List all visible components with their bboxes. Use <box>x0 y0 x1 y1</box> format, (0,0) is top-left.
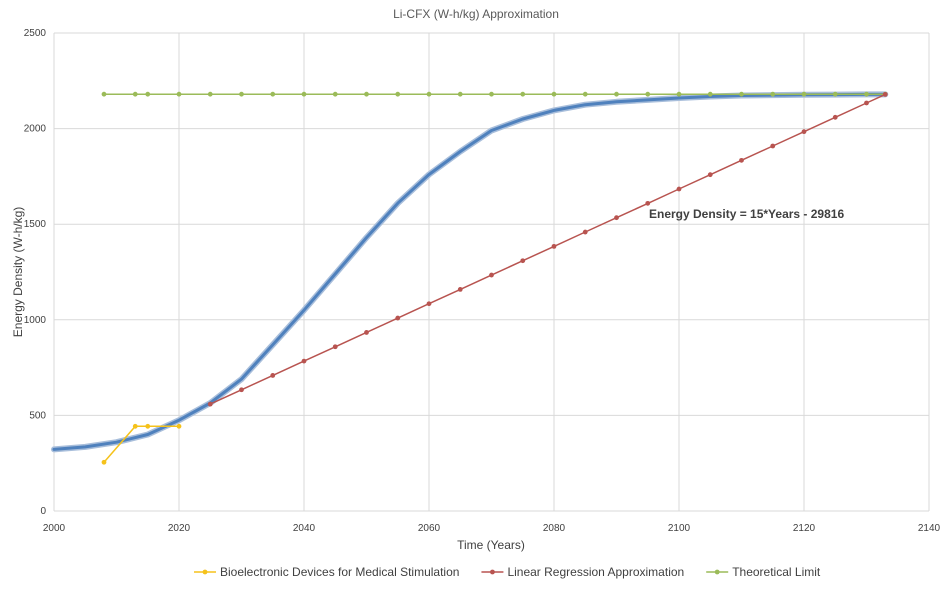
series-2-point-10 <box>395 91 401 97</box>
series-1-line <box>209 93 886 405</box>
series-1-point-21 <box>864 100 869 106</box>
legend-label-1: Linear Regression Approximation <box>507 565 684 579</box>
legend-item-0: Bioelectronic Devices for Medical Stimul… <box>194 565 459 579</box>
series-0-point-2 <box>145 423 151 429</box>
series-1-point-2 <box>270 373 276 378</box>
series-2-point-7 <box>301 91 307 97</box>
y-axis-title: Energy Density (W-h/kg) <box>11 207 25 337</box>
series-2-point-18 <box>645 91 651 97</box>
series-1-point-12 <box>582 229 588 235</box>
series-1-point-16 <box>707 172 713 178</box>
tick-labels: 0 500 1000 1500 2000 2500 2000 2020 2040 2060 2080… <box>24 28 941 534</box>
series-2-point-0 <box>101 91 107 97</box>
y-tick-label-1: 500 <box>29 410 46 421</box>
series-2-point-8 <box>332 91 338 97</box>
legend-item-2: Theoretical Limit <box>706 565 821 579</box>
series-2-point-19 <box>676 91 682 97</box>
x-axis-title: Time (Years) <box>457 538 525 552</box>
y-tick-label-4: 2000 <box>24 124 47 135</box>
series-2-point-25 <box>864 91 869 97</box>
y-tick-label-0: 0 <box>40 506 46 517</box>
series-0-line <box>103 425 179 463</box>
series-1-point-18 <box>770 143 776 149</box>
series-3-line <box>52 92 887 451</box>
series-2-point-20 <box>707 91 713 97</box>
series-2-point-16 <box>582 91 588 97</box>
series-1-point-19 <box>801 129 807 135</box>
series-layer <box>51 91 889 465</box>
series-1-point-9 <box>489 272 494 278</box>
series-1-point-8 <box>457 286 463 292</box>
legend-item-1: Linear Regression Approximation <box>481 565 684 579</box>
series-1-point-5 <box>364 330 369 335</box>
series-1-point-0 <box>207 401 213 407</box>
series-1-point-7 <box>426 301 432 307</box>
series-1-point-17 <box>739 157 744 163</box>
legend-label-0: Bioelectronic Devices for Medical Stimul… <box>220 565 459 579</box>
series-0-point-0 <box>101 459 107 465</box>
series-2-point-3 <box>176 91 182 97</box>
series-0-point-1 <box>132 423 138 429</box>
series-2-point-21 <box>739 91 744 97</box>
chart-title: Li-CFX (W-h/kg) Approximation <box>393 7 559 21</box>
series-2-point-17 <box>614 91 619 97</box>
series-2-point-15 <box>551 91 557 97</box>
series-1-point-22 <box>882 91 888 97</box>
series-1-point-4 <box>332 344 338 350</box>
series-2-point-1 <box>132 91 138 97</box>
legend-label-2: Theoretical Limit <box>732 565 821 579</box>
gridlines <box>53 32 930 512</box>
x-tick-label-3: 2060 <box>418 523 441 534</box>
y-tick-label-5: 2500 <box>24 28 47 39</box>
series-2-point-13 <box>489 91 494 97</box>
series-1-point-11 <box>551 243 557 249</box>
equation-annotation: Energy Density = 15*Years - 29816 <box>649 207 844 221</box>
series-2-point-12 <box>457 91 463 97</box>
series-2-point-2 <box>145 91 151 97</box>
series-1-point-10 <box>520 258 526 264</box>
series-2-point-23 <box>801 91 807 97</box>
series-2-point-9 <box>364 91 369 97</box>
series-2-point-24 <box>832 91 838 97</box>
series-2-point-11 <box>426 91 432 97</box>
y-tick-label-2: 1000 <box>24 315 47 326</box>
series-1-point-13 <box>614 215 619 221</box>
legend-swatch-marker-2 <box>714 569 720 575</box>
series-1-point-3 <box>301 358 307 364</box>
series-1-point-6 <box>395 315 401 321</box>
series-1-point-15 <box>676 186 682 192</box>
x-tick-label-0: 2000 <box>43 523 66 534</box>
y-tick-label-3: 1500 <box>24 219 47 230</box>
series-2-point-22 <box>770 91 776 97</box>
x-tick-label-5: 2100 <box>668 523 691 534</box>
legend: Bioelectronic Devices for Medical Stimul… <box>194 565 821 579</box>
series-0-point-3 <box>176 423 182 429</box>
series-2-point-4 <box>207 91 213 97</box>
series-2-point-14 <box>520 91 526 97</box>
series-2-point-6 <box>270 91 276 97</box>
legend-swatch-marker-0 <box>202 569 208 575</box>
x-tick-label-1: 2020 <box>168 523 191 534</box>
series-1-point-1 <box>239 387 244 393</box>
legend-swatch-marker-1 <box>490 569 495 575</box>
x-tick-label-2: 2040 <box>293 523 316 534</box>
series-1-point-14 <box>645 200 651 206</box>
x-tick-label-4: 2080 <box>543 523 566 534</box>
x-tick-label-6: 2120 <box>793 523 816 534</box>
series-2-point-5 <box>239 91 244 97</box>
x-tick-label-7: 2140 <box>918 523 941 534</box>
series-1-point-20 <box>832 114 838 120</box>
